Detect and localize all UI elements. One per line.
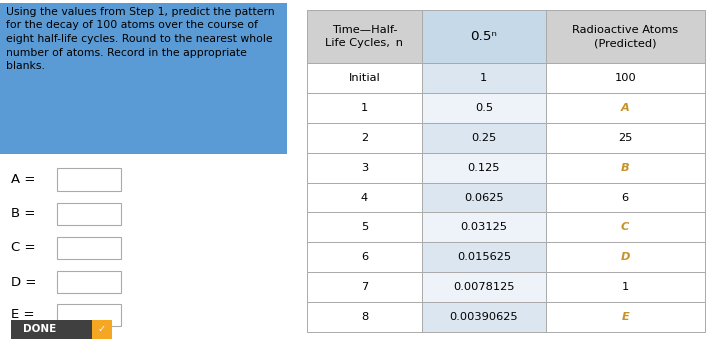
Text: 7: 7 (361, 282, 368, 292)
Text: E: E (621, 312, 629, 322)
Text: 0.5ⁿ: 0.5ⁿ (471, 30, 497, 43)
Text: Time—Half-
Life Cycles,  n: Time—Half- Life Cycles, n (325, 25, 403, 48)
Bar (422, 272, 546, 302)
Text: 0.015625: 0.015625 (457, 252, 511, 262)
Bar (307, 302, 422, 332)
Bar (422, 212, 546, 242)
Text: 25: 25 (618, 133, 632, 143)
Text: 100: 100 (614, 73, 636, 83)
Text: 0.0625: 0.0625 (464, 193, 503, 202)
Bar (307, 272, 422, 302)
Bar (422, 10, 546, 63)
Text: D: D (620, 252, 630, 262)
Bar (307, 123, 422, 153)
Text: C =: C = (11, 241, 36, 254)
Bar (546, 302, 705, 332)
Bar (57, 168, 121, 191)
Bar (546, 212, 705, 242)
Bar (546, 123, 705, 153)
Bar (546, 153, 705, 183)
Text: 4: 4 (361, 193, 368, 202)
Text: Initial: Initial (349, 73, 380, 83)
Bar (307, 153, 422, 183)
Bar (307, 212, 422, 242)
Text: 2: 2 (361, 133, 368, 143)
Bar (422, 153, 546, 183)
Bar (307, 10, 422, 63)
Text: E =: E = (11, 308, 35, 321)
Bar (546, 93, 705, 123)
Bar (307, 183, 422, 212)
Bar (57, 271, 121, 293)
Bar (307, 63, 422, 93)
Bar (422, 183, 546, 212)
Bar (57, 237, 121, 259)
Text: 5: 5 (361, 222, 368, 232)
Bar (0, 3, 287, 154)
Text: 1: 1 (361, 103, 368, 113)
Bar (422, 123, 546, 153)
Text: 8: 8 (361, 312, 368, 322)
Text: DONE: DONE (23, 324, 56, 334)
Text: 6: 6 (622, 193, 629, 202)
Text: 0.0078125: 0.0078125 (453, 282, 515, 292)
Bar (57, 202, 121, 225)
Bar (307, 242, 422, 272)
Text: A: A (621, 103, 630, 113)
Text: 0.5: 0.5 (475, 103, 493, 113)
Text: A =: A = (11, 173, 36, 186)
Bar (546, 183, 705, 212)
Text: 0.125: 0.125 (468, 163, 500, 173)
Bar (422, 63, 546, 93)
Bar (422, 302, 546, 332)
Text: ✓: ✓ (98, 324, 106, 334)
Text: Radioactive Atoms
(Predicted): Radioactive Atoms (Predicted) (572, 25, 679, 48)
Text: Using the values from Step 1, predict the pattern
for the decay of 100 atoms ove: Using the values from Step 1, predict th… (6, 7, 274, 71)
Text: D =: D = (11, 276, 37, 289)
Bar (11, 320, 112, 339)
Text: 6: 6 (361, 252, 368, 262)
Text: B =: B = (11, 207, 36, 220)
Text: 1: 1 (480, 73, 488, 83)
Text: 1: 1 (622, 282, 629, 292)
Text: C: C (621, 222, 630, 232)
Bar (57, 304, 121, 326)
Bar (422, 93, 546, 123)
Bar (546, 272, 705, 302)
Text: 0.00390625: 0.00390625 (450, 312, 518, 322)
Bar (546, 10, 705, 63)
Bar (546, 242, 705, 272)
Text: 0.03125: 0.03125 (460, 222, 508, 232)
Bar (422, 242, 546, 272)
Bar (92, 320, 112, 339)
Text: 3: 3 (361, 163, 368, 173)
Bar (546, 63, 705, 93)
Text: B: B (621, 163, 630, 173)
Text: 0.25: 0.25 (471, 133, 496, 143)
Bar (307, 93, 422, 123)
